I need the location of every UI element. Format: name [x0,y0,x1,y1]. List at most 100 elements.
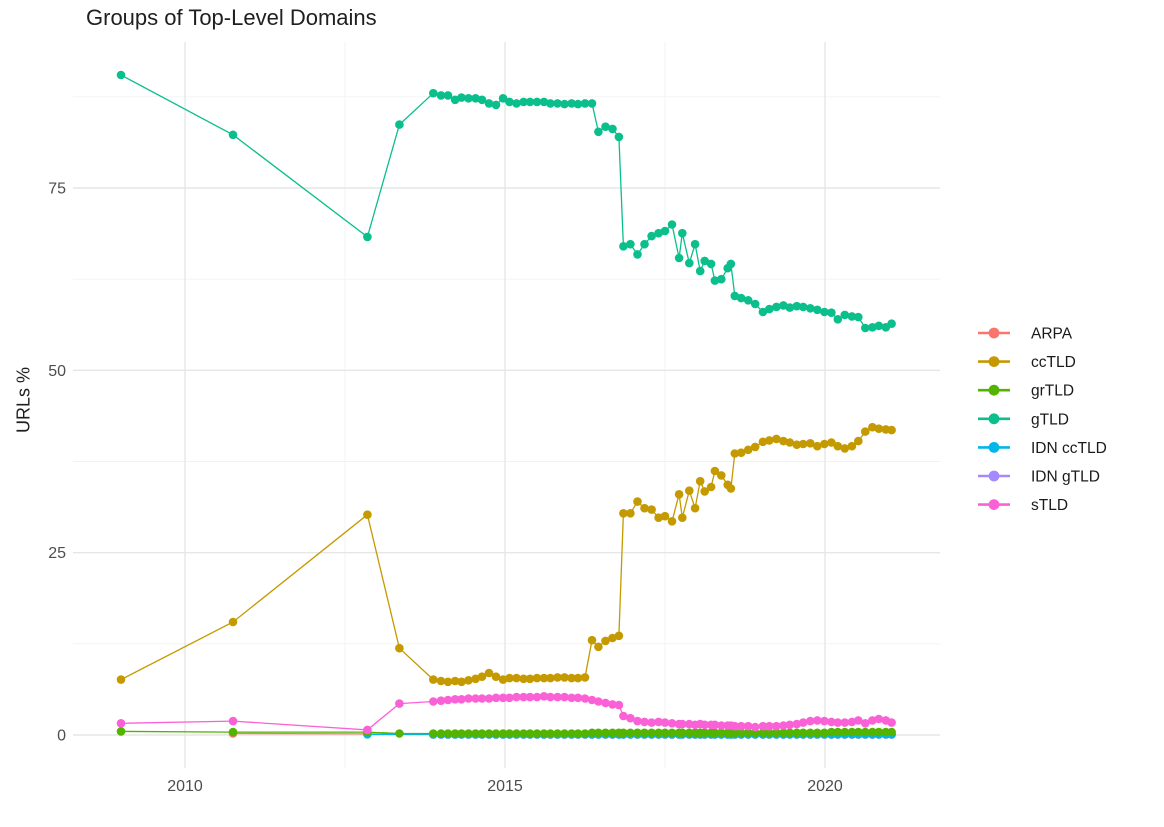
legend-item-idn-cctld: IDN ccTLD [978,440,1107,457]
data-point [519,692,528,702]
legend-key-dot [988,356,1000,367]
data-point [717,728,726,738]
data-point [633,716,642,726]
data-point [573,673,583,683]
data-point [457,695,466,704]
data-point [820,728,829,738]
data-point [116,719,126,728]
legend-key-dot [988,499,1000,510]
data-point [779,721,788,730]
data-point [640,717,649,727]
data-point [758,728,768,738]
series-grtld [116,727,896,738]
data-point [429,675,438,684]
data-point [685,486,694,496]
data-point [614,700,624,710]
data-point [874,321,884,331]
data-point [861,719,870,728]
data-point [436,696,446,705]
data-point [525,692,535,702]
data-point [619,509,628,518]
data-point [539,692,549,701]
data-point [228,716,238,726]
data-point [726,259,736,269]
data-point [519,674,528,684]
data-point [567,729,576,738]
data-point [726,484,736,493]
data-point [743,296,753,305]
data-point [785,728,795,738]
data-point [700,256,709,266]
data-point [647,728,656,738]
data-point [633,728,642,738]
data-point [887,718,896,727]
data-point [640,239,649,249]
data-point [717,471,726,480]
data-point [792,440,802,450]
data-point [594,127,603,137]
data-point [667,220,677,229]
data-point [626,713,635,723]
data-point [553,692,562,702]
data-point [792,728,802,738]
data-point [626,728,635,738]
data-point [827,438,836,447]
data-point [587,99,597,108]
data-point [710,720,720,730]
data-point [601,728,610,738]
data-point [477,672,487,681]
gridlines-major [73,42,941,768]
data-point [491,693,501,703]
data-point [580,729,590,738]
data-point [443,695,453,705]
data-point [660,511,670,521]
legend-key-dot [988,327,1000,339]
data-point [395,120,404,129]
y-tick-label-0: 0 [57,728,66,745]
data-point [619,728,628,738]
data-point [833,441,843,451]
data-point [792,301,802,311]
data-point [471,729,480,738]
legend-item-grtld: grTLD [978,383,1074,400]
data-point [464,94,473,103]
data-point [614,132,624,142]
data-point [450,695,460,704]
data-point [730,449,740,458]
data-point [820,307,829,317]
data-point [736,721,746,731]
data-point [887,425,896,435]
data-point [736,728,746,738]
data-point [765,728,774,738]
data-point [772,721,781,731]
series-stld [116,692,896,735]
data-point [484,694,494,703]
data-point [546,673,555,683]
data-point [647,718,656,727]
data-point [654,728,663,738]
data-point [765,436,774,445]
data-point [706,259,716,269]
data-point [633,497,642,506]
data-point [785,303,795,312]
data-point [806,304,815,313]
data-point [868,716,877,725]
data-point [806,716,815,726]
data-point [854,727,863,737]
data-point [660,226,670,236]
data-point [806,728,815,738]
data-point [471,694,480,703]
data-point [498,94,508,103]
data-point [660,728,670,738]
data-point [601,698,610,708]
data-point [840,444,850,453]
data-point [736,448,746,458]
data-point [477,729,487,738]
data-point [228,130,238,140]
data-point [608,728,617,738]
data-point [443,677,453,687]
legend-item-stld: sTLD [978,497,1068,514]
data-point [626,239,635,249]
data-point [678,719,687,729]
data-point [116,70,126,80]
